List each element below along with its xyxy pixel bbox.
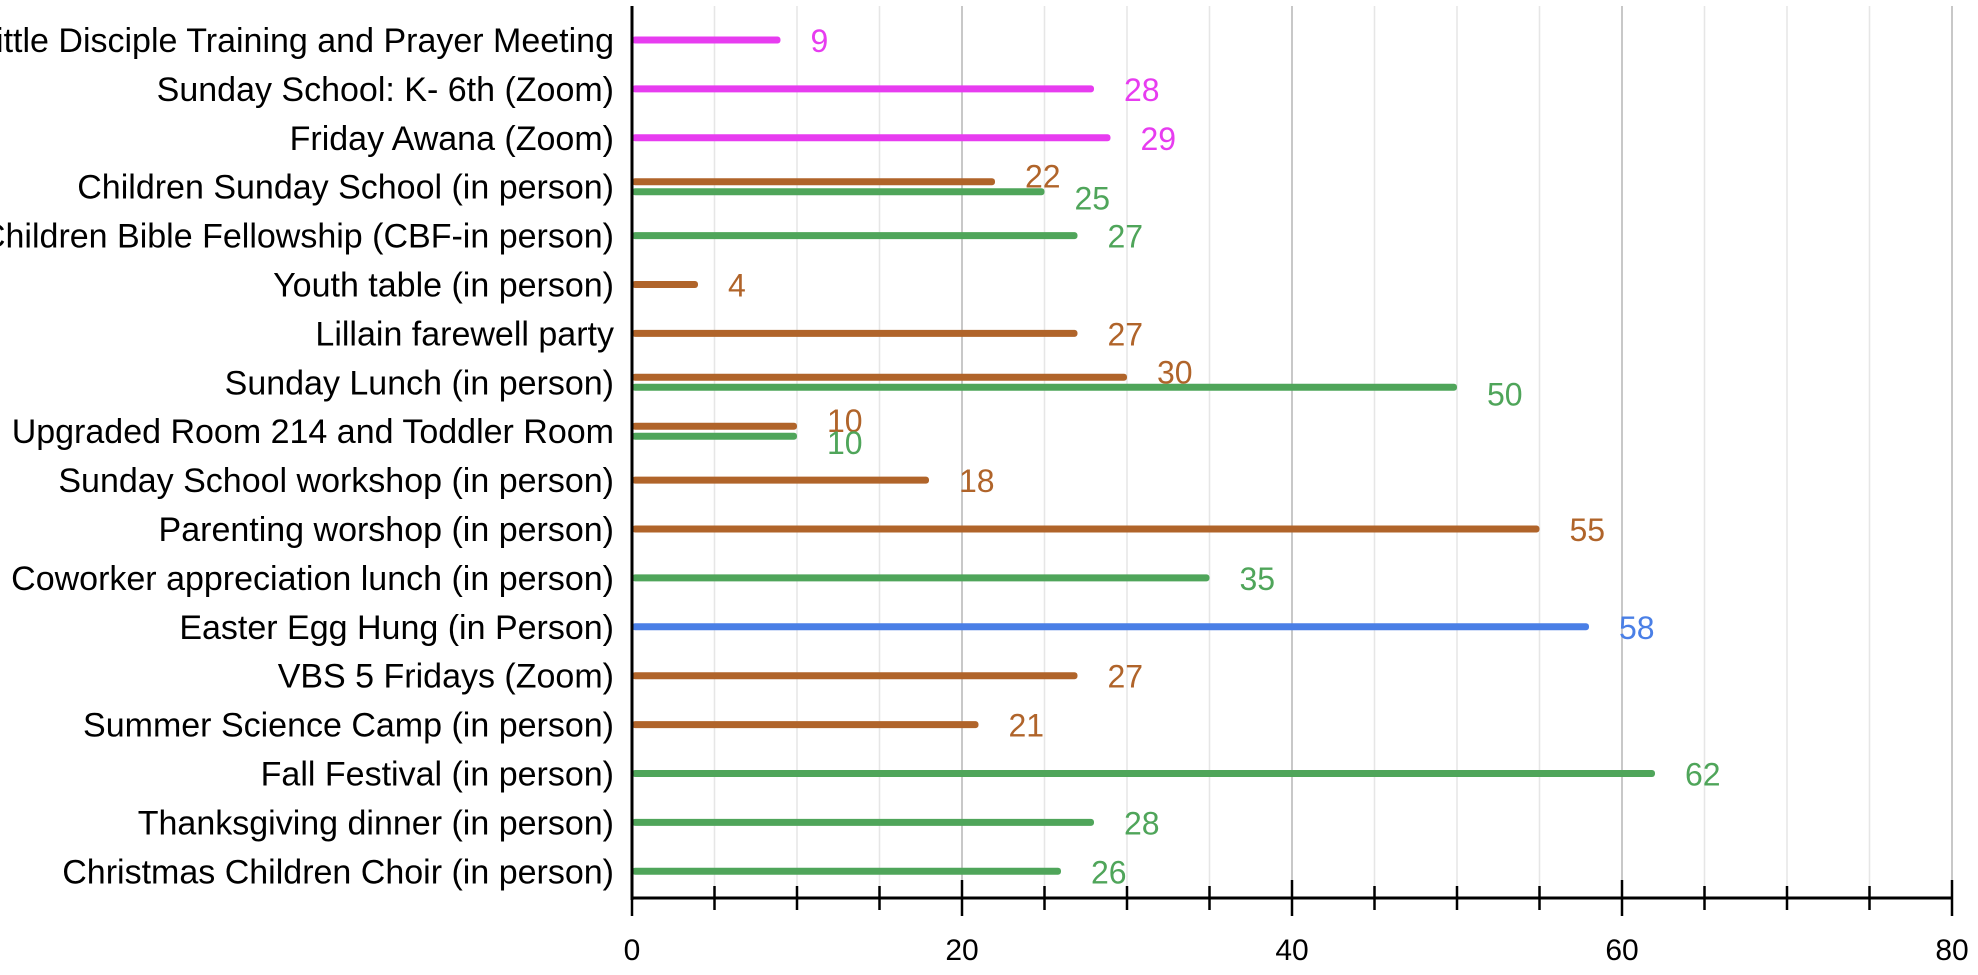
bar-value-label: 62 <box>1685 757 1721 793</box>
bar-value-label: 29 <box>1141 121 1177 157</box>
category-label: Easter Egg Hung (in Person) <box>179 609 614 647</box>
bar <box>632 623 1589 631</box>
bar <box>632 329 1078 337</box>
category-label: Children Sunday School (in person) <box>77 169 614 207</box>
category-label: Friday Awana (Zoom) <box>290 120 614 158</box>
bar <box>632 672 1078 680</box>
bar <box>632 373 1127 381</box>
bar-value-label: 26 <box>1091 854 1127 890</box>
bar <box>632 281 698 288</box>
x-tick-label: 40 <box>1275 934 1308 967</box>
x-tick-label: 20 <box>945 934 978 967</box>
category-label: Lillain farewell party <box>315 315 614 353</box>
category-label: Thanksgiving dinner (in person) <box>138 804 614 842</box>
grid-layer <box>713 6 1953 898</box>
category-label: Coworker appreciation lunch (in person) <box>11 560 614 598</box>
category-label: VBS 5 Fridays (Zoom) <box>278 658 614 696</box>
x-tick-label: 0 <box>624 934 641 967</box>
bar-value-label: 30 <box>1157 354 1193 390</box>
bar-value-label: 10 <box>827 425 863 461</box>
bar-value-label: 22 <box>1025 159 1061 195</box>
category-label: Fall Festival (in person) <box>261 756 614 794</box>
label-layer: Little Disciple Training and Prayer Meet… <box>0 22 1721 891</box>
bar-value-label: 27 <box>1108 659 1144 695</box>
bar <box>632 867 1061 875</box>
bar <box>632 232 1078 240</box>
category-label: Sunday School: K- 6th (Zoom) <box>157 71 614 109</box>
bar <box>632 36 781 44</box>
category-label: Parenting worshop (in person) <box>159 511 614 549</box>
category-label: Christmas Children Choir (in person) <box>62 853 614 891</box>
bar <box>632 85 1094 93</box>
bar <box>632 383 1457 391</box>
bar <box>632 721 979 729</box>
bar-value-label: 28 <box>1124 72 1160 108</box>
category-label: Youth table (in person) <box>273 267 614 305</box>
axis-layer: 0 20 40 60 80 <box>624 6 1969 967</box>
bar <box>632 422 797 430</box>
x-tick-label: 80 <box>1935 934 1968 967</box>
category-label: Little Disciple Training and Prayer Meet… <box>0 22 614 60</box>
bar-value-label: 4 <box>728 268 746 304</box>
bar-value-label: 28 <box>1124 805 1160 841</box>
bar-value-label: 10 <box>827 403 863 439</box>
x-tick-label: 60 <box>1605 934 1638 967</box>
bar-value-label: 25 <box>1075 181 1111 217</box>
category-label: Sunday School workshop (in person) <box>58 462 614 500</box>
bar-value-label: 55 <box>1570 512 1606 548</box>
bar-value-label: 9 <box>811 23 829 59</box>
bar-value-label: 27 <box>1108 219 1144 255</box>
bar <box>632 770 1655 777</box>
category-label: Sunday Lunch (in person) <box>225 364 614 402</box>
bar-value-label: 58 <box>1619 610 1655 646</box>
category-label: Upgraded Room 214 and Toddler Room <box>12 413 614 451</box>
bar-layer <box>632 36 1655 875</box>
bar-value-label: 35 <box>1240 561 1276 597</box>
bar <box>632 574 1210 582</box>
bar <box>632 188 1045 196</box>
bar <box>632 818 1094 826</box>
bar <box>632 134 1111 142</box>
bar-value-label: 21 <box>1009 708 1045 744</box>
bar-value-label: 50 <box>1487 376 1523 412</box>
bar-value-label: 27 <box>1108 316 1144 352</box>
bar-value-label: 18 <box>959 463 995 499</box>
category-label: Summer Science Camp (in person) <box>83 707 614 745</box>
bar <box>632 432 797 440</box>
bar <box>632 525 1540 533</box>
bar <box>632 178 995 186</box>
category-label: Children Bible Fellowship (CBF-in person… <box>0 218 614 256</box>
bar <box>632 476 929 484</box>
